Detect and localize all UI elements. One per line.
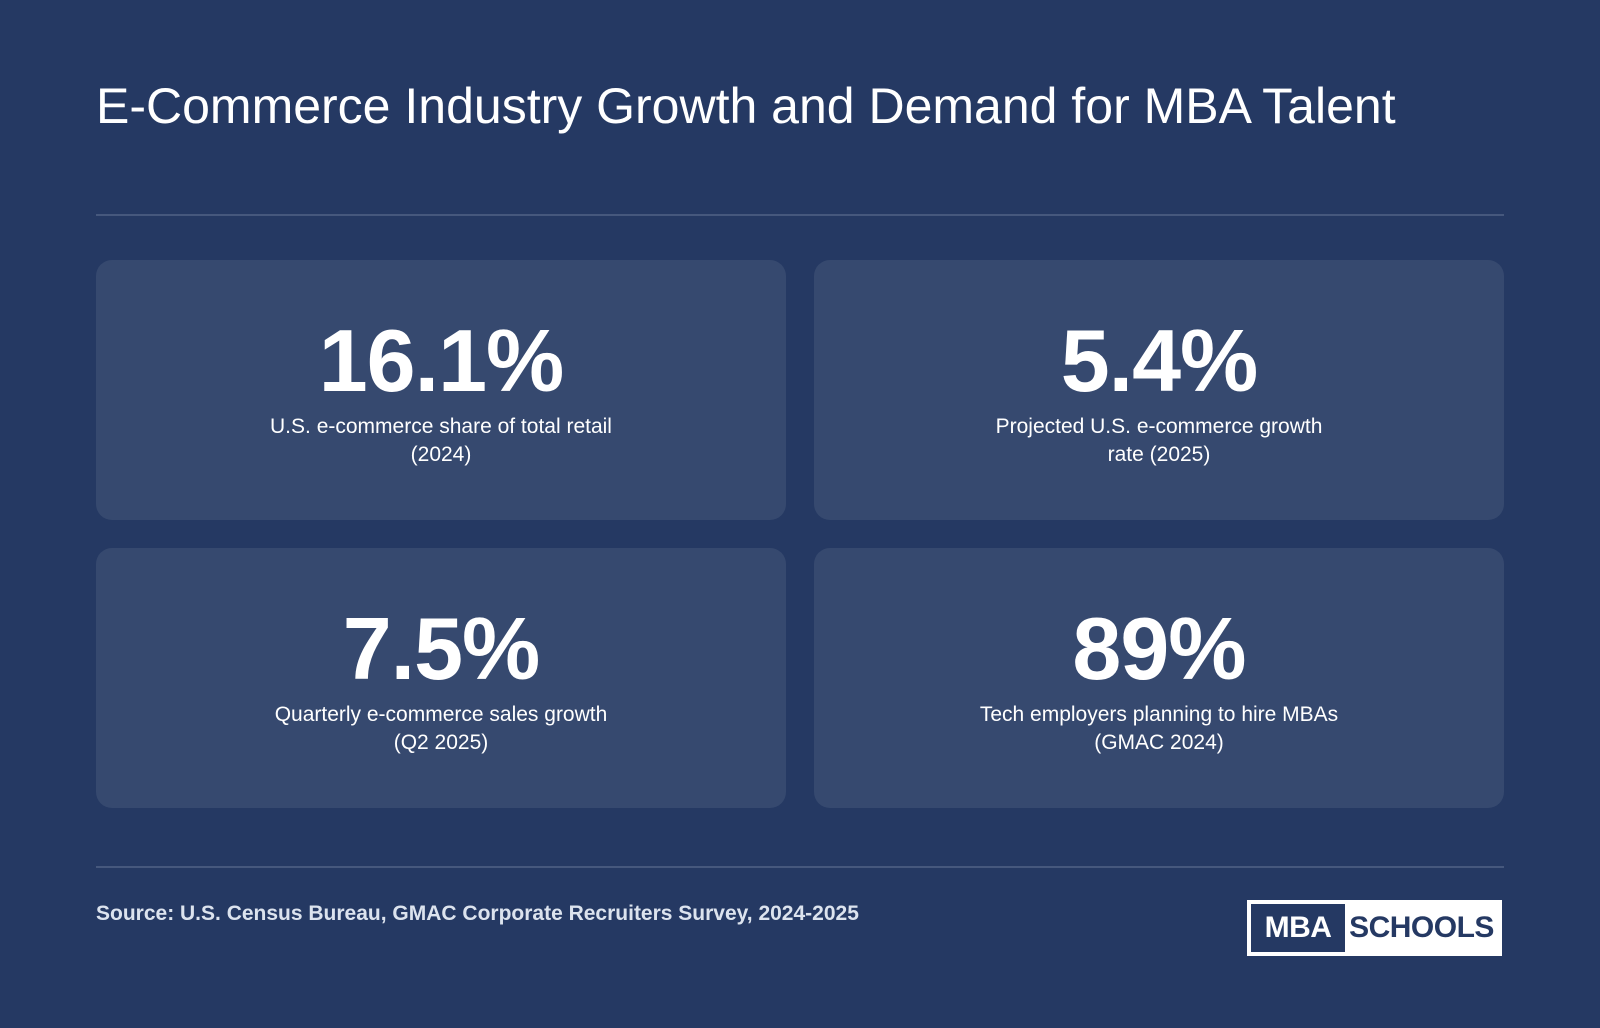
stat-label: U.S. e-commerce share of total retail (2… xyxy=(270,415,612,466)
stat-card-projected-growth: 5.4% Projected U.S. e-commerce growth ra… xyxy=(814,260,1504,520)
logo-mba-text: MBA xyxy=(1251,904,1345,952)
stat-card-ecommerce-share: 16.1% U.S. e-commerce share of total ret… xyxy=(96,260,786,520)
footer-divider xyxy=(96,866,1504,868)
stats-grid: 16.1% U.S. e-commerce share of total ret… xyxy=(96,260,1504,808)
page-title: E-Commerce Industry Growth and Demand fo… xyxy=(96,78,1396,134)
stat-label: Tech employers planning to hire MBAs (GM… xyxy=(979,703,1339,754)
stat-value: 7.5% xyxy=(342,599,541,698)
stat-label: Quarterly e-commerce sales growth (Q2 20… xyxy=(274,703,608,754)
mba-schools-logo: MBA SCHOOLS xyxy=(1247,900,1502,956)
source-note: Source: U.S. Census Bureau, GMAC Corpora… xyxy=(96,902,859,925)
stat-card-quarterly-growth: 7.5% Quarterly e-commerce sales growth (… xyxy=(96,548,786,808)
stat-value: 16.1% xyxy=(318,311,565,410)
stat-value: 89% xyxy=(1072,599,1246,698)
stat-label: Projected U.S. e-commerce growth rate (2… xyxy=(995,415,1323,466)
stat-card-tech-employers: 89% Tech employers planning to hire MBAs… xyxy=(814,548,1504,808)
title-divider xyxy=(96,214,1504,216)
stat-value: 5.4% xyxy=(1060,311,1259,410)
logo-schools-text: SCHOOLS xyxy=(1349,911,1494,944)
